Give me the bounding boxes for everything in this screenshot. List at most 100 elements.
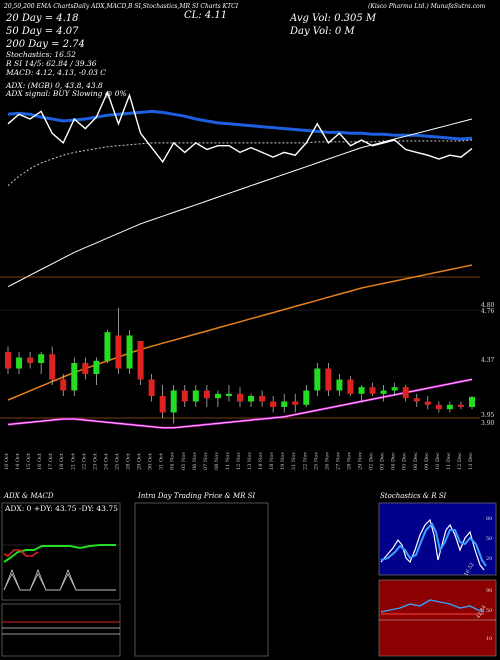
candle-body: [82, 363, 89, 374]
candle-body: [225, 393, 232, 396]
candle-body: [358, 387, 365, 394]
stoch-level-80: 80: [486, 516, 492, 522]
price-label-437: 4.37: [481, 357, 495, 364]
date-tick-label: 23 Oct: [92, 453, 98, 470]
date-tick-label: 21 Oct: [70, 453, 76, 470]
candle-body: [170, 390, 177, 413]
candle-body: [435, 404, 442, 410]
candle-body: [93, 360, 100, 374]
date-tick-label: 18 Nov: [269, 452, 275, 470]
date-tick-label: 15 Oct: [26, 453, 32, 470]
stoch-d-line: [380, 522, 487, 567]
date-tick-label: 26 Nov: [324, 452, 330, 470]
date-tick-label: 02 Dec: [369, 452, 375, 470]
adx-minus-line: [3, 549, 39, 557]
date-tick-label: 03 Dec: [380, 452, 386, 470]
ma-series-2: [7, 118, 473, 288]
rsi-level-50: 50: [486, 608, 492, 614]
candle-body: [148, 379, 155, 396]
candle-body: [38, 354, 45, 363]
date-tick-label: 24 Oct: [103, 453, 109, 470]
date-tick-label: 28 Oct: [126, 453, 132, 470]
candle-body: [402, 387, 409, 399]
stoch-panel-title: Stochastics & R SI: [380, 492, 447, 500]
ema200-label: 200 Day = 2.74: [6, 39, 85, 50]
date-tick-label: 28 Nov: [346, 452, 352, 470]
candle-body: [325, 368, 332, 391]
ema50-label: 50 Day = 4.07: [6, 26, 79, 37]
candle-body: [292, 401, 299, 405]
adx-readout: ADX: 0 +DY: 43.75 -DY: 43.75: [4, 504, 118, 513]
date-axis: 10 Oct 14 Oct 15 Oct 16 Oct 17 Oct 18 Oct 21 O…: [4, 452, 474, 470]
date-tick-label: 08 Nov: [214, 452, 220, 470]
candle-body: [49, 354, 56, 380]
candle-body: [115, 335, 122, 369]
date-tick-label: 06 Nov: [192, 452, 198, 470]
date-tick-label: 22 Nov: [302, 452, 308, 470]
macd-label: MACD: 4.12, 4.13, -0.03 C: [6, 68, 107, 77]
date-tick-label: 12 Dec: [457, 452, 463, 470]
price-label-390: 3.90: [481, 420, 495, 427]
candle-body: [126, 335, 133, 369]
date-tick-label: 11 Dec: [446, 452, 452, 470]
date-tick-label: 22 Oct: [81, 453, 87, 470]
date-tick-label: 13 Nov: [247, 452, 253, 470]
candle-body: [71, 363, 78, 391]
candle-body: [424, 401, 431, 405]
date-tick-label: 09 Dec: [424, 452, 430, 470]
candle-body: [413, 398, 420, 402]
rsi-level-90: 90: [486, 588, 492, 594]
price-label-480: 4.80: [481, 302, 495, 309]
chart-title: 20,50,200 EMA ChartsDaily ADX,MACD,B SI,…: [4, 3, 239, 10]
candle-body: [347, 379, 354, 394]
candle-body: [314, 368, 321, 391]
candle-body: [281, 401, 288, 407]
date-tick-label: 05 Nov: [181, 452, 187, 470]
date-tick-label: 14 Oct: [15, 453, 21, 470]
date-tick-label: 19 Nov: [280, 452, 286, 470]
main-chart: 10 Oct 14 Oct 15 Oct 16 Oct 17 Oct 18 Oct 21 O…: [0, 90, 480, 470]
price-label-476: 4.76: [481, 308, 495, 315]
date-tick-label: 21 Nov: [291, 452, 297, 470]
candle-body: [446, 404, 453, 410]
stoch-k-line: [380, 518, 485, 571]
candle-body: [457, 404, 464, 407]
date-tick-label: 12 Nov: [236, 452, 242, 470]
date-tick-label: 04 Nov: [170, 452, 176, 470]
moving-average-panel: [7, 90, 473, 288]
close-label: CL: 4.11: [184, 10, 228, 21]
date-tick-label: 06 Dec: [413, 452, 419, 470]
date-tick-label: 05 Dec: [402, 452, 408, 470]
ma-series-0: [7, 109, 473, 141]
company-name: (Kisco Pharma Ltd.) MunafaSutra.com: [368, 3, 486, 10]
macd-signal: [3, 573, 116, 591]
date-tick-label: 10 Dec: [435, 452, 441, 470]
candle-body: [159, 396, 166, 413]
price-panel: [0, 264, 480, 429]
price-label-395: 3.95: [481, 412, 495, 419]
day-volume: Day Vol: 0 M: [290, 26, 355, 37]
candle-body: [60, 379, 67, 391]
date-tick-label: 10 Oct: [4, 453, 10, 470]
adx-signal: ADX signal: BUY Slowing @ 0%: [6, 89, 127, 98]
adx-panel-title: ADX & MACD: [4, 492, 54, 500]
candle-body: [137, 341, 144, 380]
candle-body: [391, 387, 398, 391]
date-tick-label: 18 Oct: [59, 453, 65, 470]
date-tick-label: 25 Oct: [114, 453, 120, 470]
intraday-panel-title: Intra Day Trading Price & MR SI: [138, 492, 256, 500]
candle-body: [259, 396, 266, 402]
ema20-label: 20 Day = 4.18: [6, 13, 79, 24]
date-tick-label: 17 Oct: [48, 453, 54, 470]
candle-body: [237, 393, 243, 402]
date-tick-label: 31 Oct: [159, 453, 165, 470]
stoch-detail: R SI 14/5: 62.84 / 39.36: [6, 59, 97, 68]
date-tick-label: 16 Oct: [37, 453, 43, 470]
candle-body: [469, 397, 475, 407]
date-tick-label: 29 Nov: [358, 452, 364, 470]
candle-body: [303, 390, 310, 405]
rsi-panel: [378, 579, 497, 657]
candle-body: [369, 387, 376, 394]
ema200-trend-line: [7, 264, 473, 401]
candle-body: [5, 352, 11, 369]
